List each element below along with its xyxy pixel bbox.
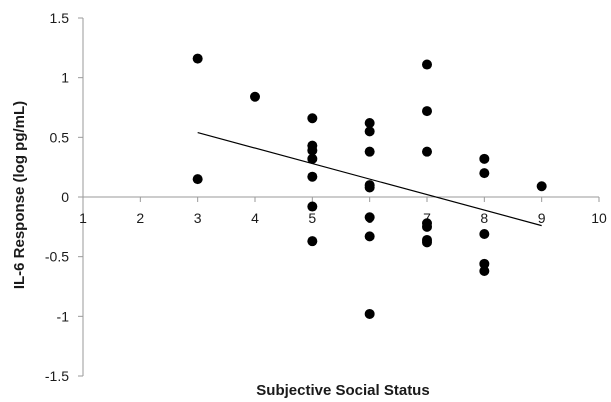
y-tick-label: -1	[57, 308, 70, 324]
y-tick-label: 1	[61, 70, 69, 86]
x-tick-label: 9	[538, 210, 546, 226]
data-point	[365, 309, 375, 319]
data-point	[250, 92, 260, 102]
data-point	[307, 154, 317, 164]
data-point	[422, 106, 432, 116]
data-point	[479, 266, 489, 276]
data-point	[365, 212, 375, 222]
y-tick-label: -1.5	[45, 368, 69, 384]
y-axis-title: IL-6 Response (log pg/mL)	[11, 101, 28, 289]
data-points	[193, 54, 547, 319]
data-point	[365, 231, 375, 241]
x-tick-label: 1	[79, 210, 87, 226]
data-point	[479, 229, 489, 239]
data-point	[307, 236, 317, 246]
data-point	[193, 54, 203, 64]
y-axis-title-group: IL-6 Response (log pg/mL)	[11, 101, 28, 289]
x-tick-label: 10	[591, 210, 607, 226]
data-point	[422, 60, 432, 70]
x-tick-label: 3	[194, 210, 202, 226]
y-tick-label: 1.5	[50, 10, 70, 26]
data-point	[422, 147, 432, 157]
x-tick-label: 2	[136, 210, 144, 226]
data-point	[422, 237, 432, 247]
x-axis-title: Subjective Social Status	[256, 382, 429, 399]
data-point	[422, 222, 432, 232]
x-tick-label: 4	[251, 210, 259, 226]
data-point	[307, 172, 317, 182]
data-point	[537, 181, 547, 191]
data-point	[307, 202, 317, 212]
y-tick-label: 0.5	[50, 129, 70, 145]
data-point	[307, 113, 317, 123]
x-tick-label: 8	[480, 210, 488, 226]
data-point	[479, 168, 489, 178]
data-point	[193, 174, 203, 184]
data-point	[365, 182, 375, 192]
data-point	[479, 154, 489, 164]
y-tick-label: -0.5	[45, 249, 69, 265]
x-tick-label: 5	[308, 210, 316, 226]
y-tick-label: 0	[61, 189, 69, 205]
data-point	[365, 147, 375, 157]
data-point	[365, 126, 375, 136]
y-axis-ticks: 1.5 1 0.5 0 -0.5 -1 -1.5	[45, 10, 83, 384]
